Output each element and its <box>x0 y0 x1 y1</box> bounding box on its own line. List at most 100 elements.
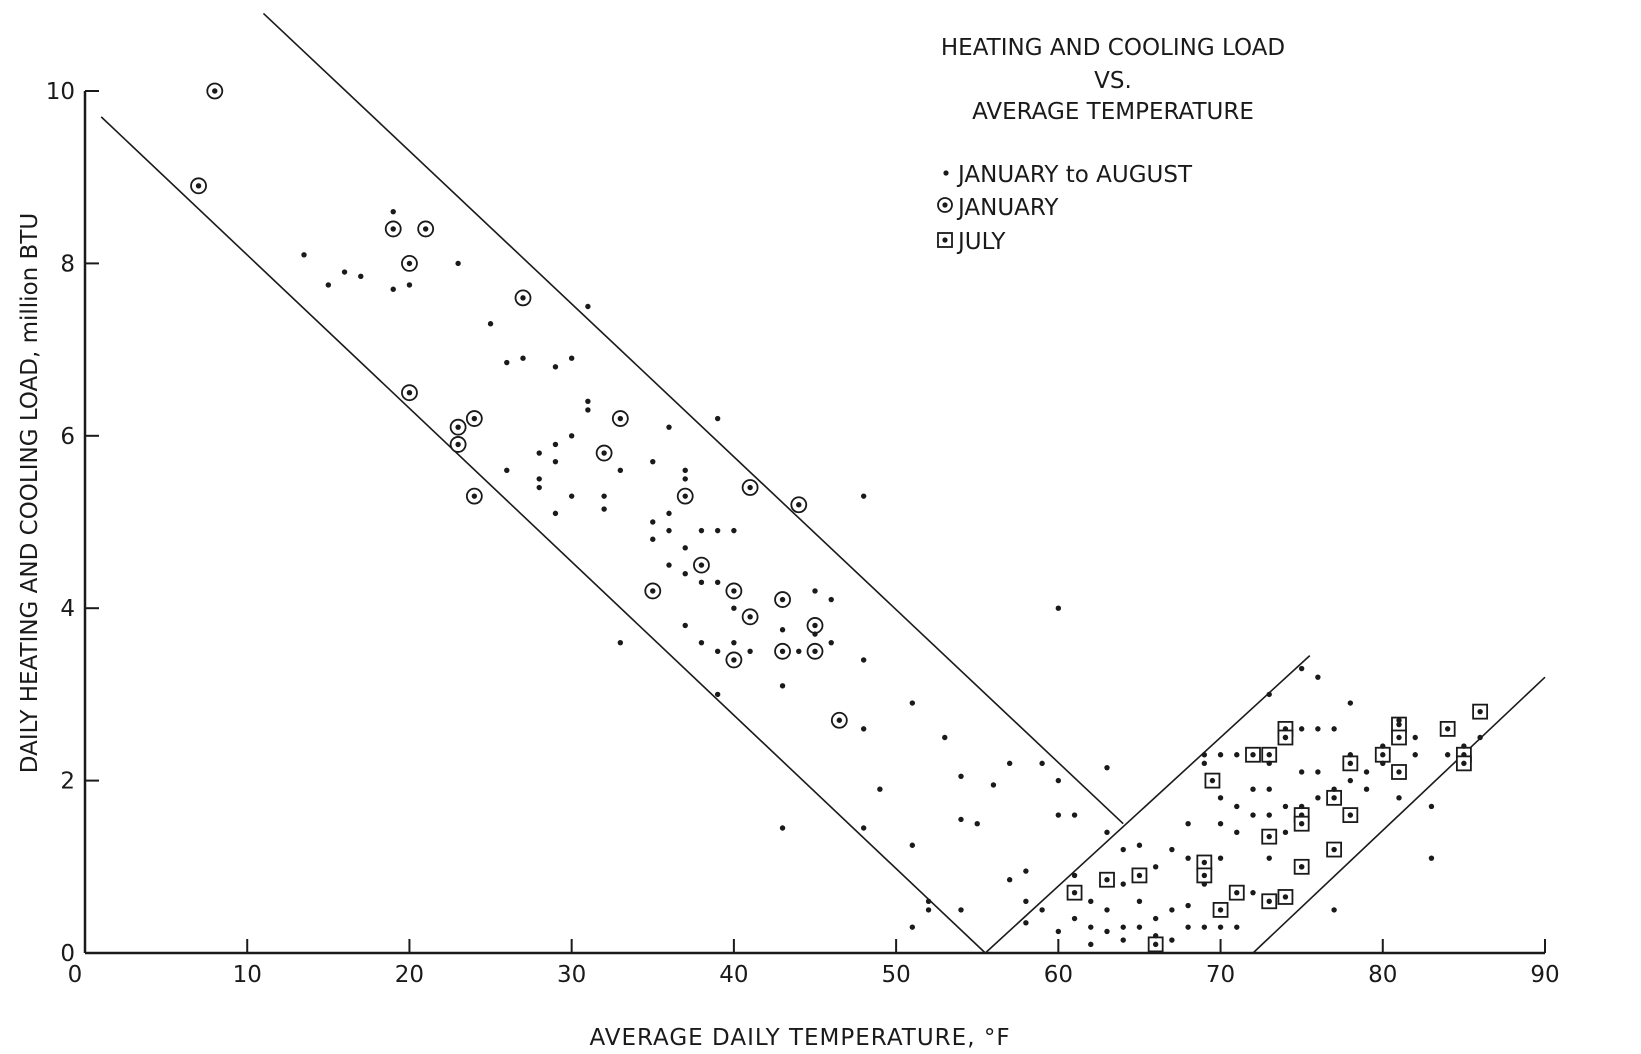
point-january-dot <box>471 493 478 499</box>
point-january-dot <box>747 614 753 620</box>
point-dot <box>1055 812 1062 818</box>
point-dot <box>1298 665 1305 672</box>
title: HEATING AND COOLING LOAD VS. AVERAGE TEM… <box>941 35 1285 125</box>
point-dot <box>666 424 672 430</box>
point-january-dot <box>195 183 202 189</box>
x-tick-label: 60 <box>1044 962 1073 988</box>
point-dot <box>682 622 688 629</box>
title-line-1: HEATING AND COOLING LOAD <box>941 35 1285 61</box>
legend-square-marker <box>937 232 953 248</box>
point-january-dot <box>747 484 753 491</box>
point-july <box>1261 746 1278 763</box>
point-dot <box>1298 864 1305 870</box>
point-january-dot <box>836 717 843 723</box>
point-january-dot <box>601 450 607 456</box>
point-july-dot <box>1444 726 1451 732</box>
point-dot <box>1250 786 1256 792</box>
point-january-dot <box>698 562 705 568</box>
point-dot <box>682 467 688 473</box>
point-january <box>190 177 207 195</box>
envelope-line-cooling-upper <box>984 655 1311 954</box>
point-dot <box>1217 855 1224 861</box>
point-dot <box>1217 924 1224 930</box>
envelope-line-heating-upper <box>262 12 1124 825</box>
point-dot <box>714 691 721 698</box>
point-july-dot <box>1396 734 1402 741</box>
point-july-dot <box>1234 889 1240 896</box>
point-july <box>1066 884 1083 901</box>
point-january-dot <box>406 390 413 396</box>
title-line-2: VS. <box>1094 68 1132 94</box>
point-dot <box>1461 743 1467 749</box>
y-tick-label: 4 <box>60 596 75 622</box>
x-tick-label: 70 <box>1206 962 1235 988</box>
point-dot <box>650 519 656 525</box>
point-dot <box>860 726 867 732</box>
y-axis-label: DAILY HEATING AND COOLING LOAD, million … <box>17 213 43 773</box>
point-dot <box>1201 752 1208 758</box>
point-dot <box>1201 881 1208 887</box>
point-dot <box>504 467 510 473</box>
point-january-dot <box>471 415 478 422</box>
point-january-dot <box>779 648 786 654</box>
legend-item-all: JANUARY to AUGUST <box>943 162 1193 188</box>
point-january-dot <box>617 415 624 422</box>
point-dot <box>909 700 916 706</box>
point-dot <box>1315 769 1321 775</box>
point-dot <box>909 842 916 848</box>
point-dot <box>1266 786 1272 792</box>
point-dot <box>990 782 997 788</box>
point-july <box>1472 703 1489 720</box>
point-dot <box>1169 937 1175 943</box>
point-dot <box>698 639 705 646</box>
point-july <box>1261 828 1278 845</box>
point-dot <box>714 648 721 654</box>
point-dot <box>650 536 656 542</box>
point-dot <box>1428 803 1435 810</box>
point-july <box>1204 772 1221 789</box>
data-points <box>190 82 1489 953</box>
point-january <box>644 582 662 600</box>
point-dot <box>1315 726 1321 732</box>
point-dot <box>1234 924 1240 930</box>
point-dot <box>341 269 348 275</box>
point-dot <box>1006 760 1013 767</box>
point-july-dot <box>1136 872 1143 879</box>
point-dot <box>1428 855 1435 861</box>
point-dot <box>714 415 721 422</box>
point-dot <box>568 355 575 361</box>
legend-dot-marker <box>943 170 949 176</box>
point-dot <box>1347 700 1354 706</box>
point-dot <box>1169 907 1175 913</box>
point-january <box>725 582 743 600</box>
y-tick-label: 0 <box>60 941 75 967</box>
point-dot <box>1282 829 1289 836</box>
point-july-dot <box>1298 821 1305 827</box>
point-january-dot <box>731 657 737 663</box>
point-dot <box>1266 855 1272 861</box>
point-july <box>1455 755 1472 772</box>
x-tick-label: 0 <box>68 962 83 988</box>
point-dot <box>779 683 786 689</box>
point-july <box>1391 729 1407 746</box>
legend-circle-marker <box>937 197 953 213</box>
point-dot <box>779 627 786 633</box>
point-dot <box>520 355 526 361</box>
point-january-dot <box>812 622 818 629</box>
point-dot <box>585 303 591 310</box>
point-dot <box>828 596 834 603</box>
point-january <box>693 556 710 574</box>
point-dot <box>698 527 705 534</box>
point-dot <box>942 734 948 741</box>
point-july <box>1439 720 1456 737</box>
point-january-dot <box>455 441 461 448</box>
point-july <box>1131 867 1148 884</box>
point-july-dot <box>1282 894 1289 900</box>
point-july <box>1196 854 1213 871</box>
point-january <box>774 642 791 660</box>
point-dot <box>601 506 607 512</box>
point-dot <box>731 605 737 611</box>
point-july <box>1228 884 1245 901</box>
point-dot <box>860 825 867 831</box>
title-line-3: AVERAGE TEMPERATURE <box>972 99 1254 125</box>
